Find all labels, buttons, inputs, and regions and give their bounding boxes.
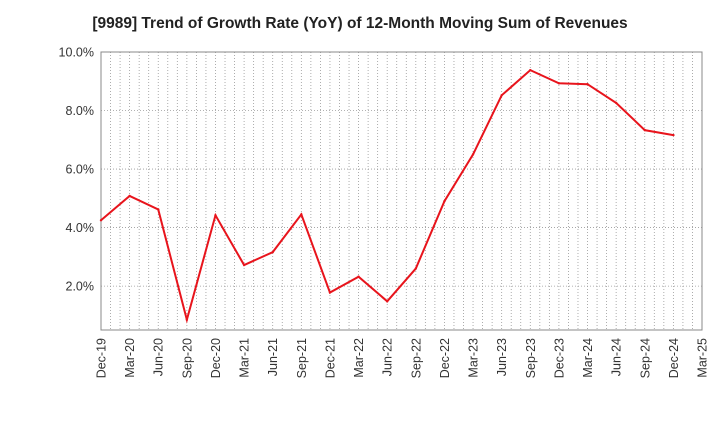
x-tick-label: Mar-21 <box>238 338 252 378</box>
data-point <box>385 300 389 303</box>
data-point <box>643 128 646 132</box>
x-tick-label: Mar-24 <box>581 338 595 378</box>
x-tick-label: Jun-21 <box>266 338 280 376</box>
x-tick-label: Jun-23 <box>495 338 509 376</box>
y-tick-label: 6.0% <box>66 163 95 177</box>
data-point <box>271 250 274 254</box>
data-point <box>157 208 160 211</box>
x-tick-label: Mar-20 <box>123 338 137 378</box>
x-tick-label: Sep-21 <box>295 338 309 378</box>
x-tick-label: Jun-22 <box>381 338 395 376</box>
data-point <box>214 214 217 217</box>
data-point <box>614 101 618 105</box>
data-point <box>128 194 131 198</box>
x-tick-label: Jun-20 <box>152 338 166 376</box>
x-tick-label: Dec-21 <box>323 338 337 378</box>
x-tick-label: Mar-22 <box>352 338 366 378</box>
data-point <box>300 213 303 216</box>
data-point <box>557 82 561 85</box>
x-tick-label: Dec-20 <box>209 338 223 378</box>
series-layer <box>99 68 675 324</box>
data-point <box>99 219 103 222</box>
x-tick-label: Mar-25 <box>696 338 710 378</box>
data-point <box>672 133 675 137</box>
y-tick-label: 8.0% <box>66 104 95 118</box>
data-point <box>471 153 475 156</box>
x-tick-label: Sep-22 <box>409 338 423 378</box>
chart-title: [9989] Trend of Growth Rate (YoY) of 12-… <box>92 15 628 32</box>
x-tick-label: Dec-19 <box>95 338 109 378</box>
x-tick-label: Mar-23 <box>467 338 481 378</box>
data-point <box>242 263 246 267</box>
x-tick-label: Jun-24 <box>610 338 624 376</box>
x-tick-label: Sep-23 <box>524 338 538 378</box>
plot-area-frame <box>100 51 703 331</box>
data-point <box>500 94 503 97</box>
data-point <box>328 291 332 294</box>
data-point <box>529 68 532 72</box>
data-point <box>185 318 189 321</box>
x-tick-label: Dec-22 <box>438 338 452 378</box>
x-tick-label: Sep-24 <box>638 338 652 378</box>
x-axis-tick-labels: Dec-19 Mar-20 Jun-20 Sep-20 Dec-20 Mar-21 Jun-… <box>95 338 710 378</box>
y-tick-label: 4.0% <box>66 221 95 235</box>
data-point <box>414 267 418 270</box>
growth-rate-series-line <box>100 68 674 324</box>
y-tick-label: 10.0% <box>59 46 94 60</box>
y-axis-tick-labels: 2.0% 4.0% 6.0% 8.0% 10.0% <box>59 46 94 294</box>
y-tick-label: 2.0% <box>66 280 95 294</box>
data-point <box>586 82 589 86</box>
x-tick-label: Dec-23 <box>552 338 566 378</box>
data-point <box>357 275 360 278</box>
grid-lines <box>101 52 702 330</box>
data-point <box>443 200 446 203</box>
x-tick-label: Sep-20 <box>180 338 194 378</box>
x-tick-label: Dec-24 <box>667 338 681 378</box>
